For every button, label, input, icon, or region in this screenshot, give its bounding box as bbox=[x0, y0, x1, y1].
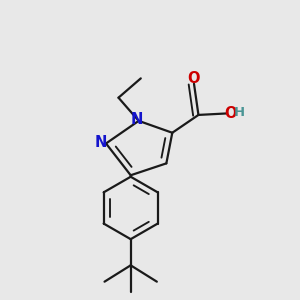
Text: O: O bbox=[224, 106, 236, 121]
Text: N: N bbox=[131, 112, 143, 128]
Text: O: O bbox=[188, 71, 200, 86]
Text: N: N bbox=[94, 135, 107, 150]
Text: H: H bbox=[234, 106, 245, 119]
